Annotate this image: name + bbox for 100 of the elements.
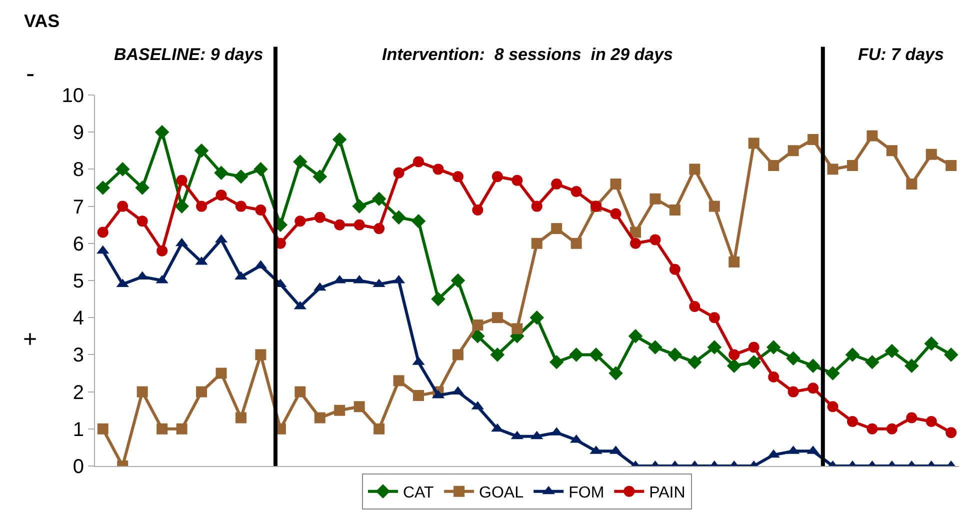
y-tick-label: 4 xyxy=(72,308,84,330)
point xyxy=(194,144,209,158)
point xyxy=(470,329,485,344)
point xyxy=(392,210,406,225)
point xyxy=(866,423,878,434)
point xyxy=(808,382,819,394)
point xyxy=(886,423,898,434)
point xyxy=(689,164,700,175)
point xyxy=(688,354,702,370)
legend-label: PAIN xyxy=(649,484,686,502)
point xyxy=(176,423,188,434)
text: - xyxy=(26,58,35,88)
point xyxy=(156,245,168,256)
y-tick-label: 5 xyxy=(72,270,84,292)
point xyxy=(610,208,622,220)
point xyxy=(234,169,248,184)
point xyxy=(117,200,128,212)
point xyxy=(411,214,426,228)
point xyxy=(413,390,424,402)
point xyxy=(531,238,542,249)
point xyxy=(689,300,700,312)
point xyxy=(431,292,446,306)
point xyxy=(865,354,880,370)
legend-label: CAT xyxy=(403,484,434,502)
point xyxy=(255,349,266,360)
point xyxy=(196,386,208,398)
point xyxy=(294,216,306,227)
point xyxy=(588,348,604,362)
y-tick-label: 7 xyxy=(72,196,84,218)
point xyxy=(97,423,108,434)
point xyxy=(216,190,227,201)
point xyxy=(136,386,148,398)
point xyxy=(156,423,168,434)
point xyxy=(650,234,661,246)
point xyxy=(174,199,189,214)
point xyxy=(432,164,444,175)
y-tick-label: 8 xyxy=(72,159,84,182)
point xyxy=(135,180,150,195)
point xyxy=(845,348,860,362)
y-tick-label: 2 xyxy=(72,382,84,404)
point xyxy=(707,340,722,354)
y-tick-label: 1 xyxy=(72,418,84,441)
point xyxy=(628,329,643,344)
y-axis-title: VAS xyxy=(24,11,60,31)
point xyxy=(748,342,760,353)
point xyxy=(450,273,466,288)
point xyxy=(314,212,326,223)
point xyxy=(808,134,819,146)
point xyxy=(374,423,385,434)
y-tick-label: 6 xyxy=(72,233,84,256)
point xyxy=(904,358,919,373)
point xyxy=(806,358,820,373)
point xyxy=(136,216,148,227)
point xyxy=(630,226,641,238)
point xyxy=(946,160,957,171)
point xyxy=(551,223,562,234)
point xyxy=(372,192,386,206)
point xyxy=(946,427,957,438)
point xyxy=(214,166,228,180)
point xyxy=(531,200,542,212)
point xyxy=(866,130,878,142)
point xyxy=(393,167,404,178)
point xyxy=(154,124,170,140)
point xyxy=(512,174,523,186)
point xyxy=(332,132,347,147)
point xyxy=(726,358,742,373)
point xyxy=(472,204,484,216)
point xyxy=(196,200,208,212)
point xyxy=(826,366,840,380)
point xyxy=(570,238,582,249)
point xyxy=(413,156,424,168)
point xyxy=(393,375,404,386)
point xyxy=(768,371,780,382)
point xyxy=(96,180,110,195)
point xyxy=(334,404,346,416)
point xyxy=(334,219,346,230)
point xyxy=(312,169,328,184)
point xyxy=(314,412,326,424)
point xyxy=(235,200,246,212)
y-tick-label: 9 xyxy=(72,122,84,144)
point xyxy=(352,199,366,214)
y-tick-label: 0 xyxy=(72,456,84,478)
point xyxy=(728,256,740,268)
point xyxy=(906,412,918,424)
point xyxy=(176,174,188,186)
point xyxy=(788,386,799,398)
point xyxy=(490,348,505,362)
point xyxy=(235,412,246,424)
text: FU: 7 days xyxy=(858,45,944,64)
point xyxy=(827,164,838,175)
point xyxy=(472,320,484,331)
point xyxy=(630,238,641,249)
point xyxy=(886,145,898,156)
point xyxy=(906,178,918,190)
point xyxy=(530,310,544,325)
point xyxy=(746,354,761,370)
point xyxy=(786,351,800,366)
text: BASELINE: 9 days xyxy=(114,45,264,64)
point xyxy=(115,162,130,176)
text: + xyxy=(23,326,38,353)
